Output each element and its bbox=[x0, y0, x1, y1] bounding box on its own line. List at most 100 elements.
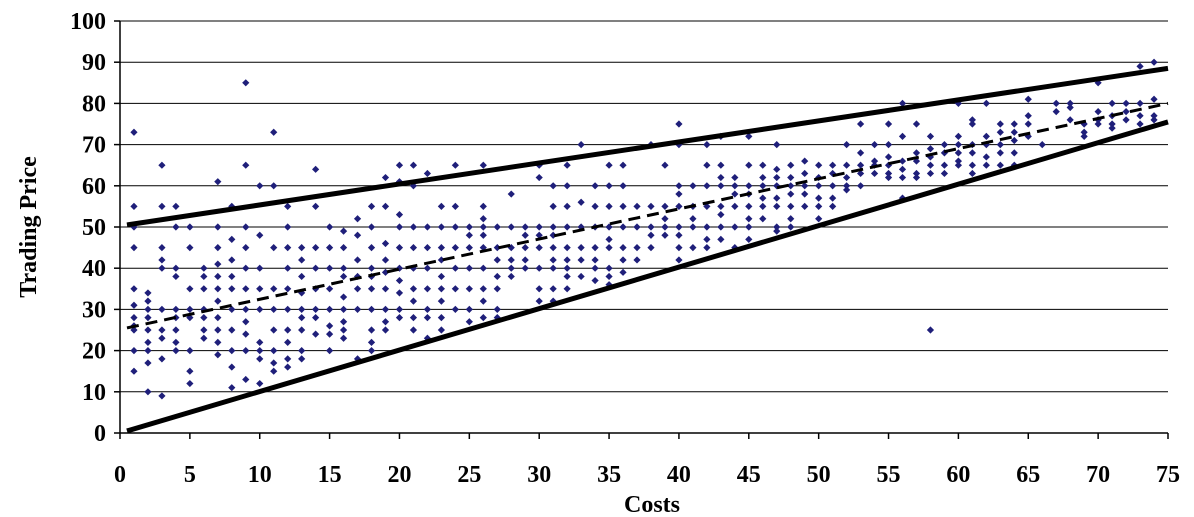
data-point bbox=[437, 256, 445, 264]
data-point bbox=[395, 161, 404, 169]
data-point bbox=[563, 161, 571, 169]
data-point bbox=[158, 202, 166, 210]
data-point bbox=[214, 223, 222, 231]
y-tick-label: 60 bbox=[82, 174, 106, 200]
data-point bbox=[214, 326, 222, 334]
y-tick-label: 90 bbox=[82, 50, 106, 76]
data-point bbox=[144, 297, 152, 305]
data-point bbox=[1024, 112, 1032, 120]
data-point bbox=[353, 231, 362, 239]
data-point bbox=[689, 182, 697, 190]
data-point bbox=[242, 264, 250, 272]
data-point bbox=[395, 223, 404, 231]
data-point bbox=[647, 231, 655, 239]
data-point bbox=[130, 367, 138, 375]
data-point bbox=[801, 169, 809, 178]
data-point bbox=[1122, 99, 1130, 107]
data-point bbox=[186, 223, 194, 231]
data-point bbox=[731, 202, 739, 210]
data-point bbox=[605, 235, 613, 243]
data-point bbox=[326, 223, 334, 231]
data-point bbox=[717, 182, 725, 190]
data-point bbox=[339, 227, 348, 235]
data-point bbox=[912, 169, 921, 178]
data-point bbox=[1136, 112, 1144, 120]
y-tick-label: 70 bbox=[82, 133, 106, 159]
data-point bbox=[242, 244, 250, 252]
data-point bbox=[172, 347, 180, 355]
data-point bbox=[703, 182, 711, 190]
data-point bbox=[367, 347, 376, 355]
data-point bbox=[284, 202, 292, 210]
data-point bbox=[1150, 112, 1158, 120]
data-point bbox=[367, 223, 376, 231]
data-point bbox=[549, 223, 557, 231]
data-point bbox=[521, 231, 529, 239]
data-point bbox=[689, 215, 697, 223]
data-point bbox=[395, 211, 404, 219]
data-point bbox=[521, 256, 529, 264]
data-point bbox=[353, 256, 362, 264]
data-point bbox=[214, 297, 222, 305]
data-point bbox=[1094, 120, 1102, 128]
data-point bbox=[381, 285, 390, 293]
data-point bbox=[773, 165, 781, 173]
data-point bbox=[339, 293, 348, 301]
data-point bbox=[591, 244, 599, 252]
data-point bbox=[423, 314, 432, 322]
data-point bbox=[228, 235, 236, 243]
bound-line bbox=[126, 119, 1169, 434]
data-point bbox=[270, 359, 278, 367]
data-point bbox=[381, 239, 390, 248]
data-point bbox=[158, 355, 166, 363]
data-point bbox=[843, 141, 851, 149]
data-point bbox=[242, 305, 250, 313]
data-point bbox=[703, 235, 711, 243]
x-tick-label: 40 bbox=[667, 462, 691, 488]
data-point bbox=[563, 182, 571, 190]
data-point bbox=[479, 314, 487, 322]
data-point bbox=[423, 223, 432, 231]
x-tick-label: 20 bbox=[387, 462, 411, 488]
data-point bbox=[130, 285, 138, 293]
data-point bbox=[242, 79, 250, 87]
data-point bbox=[954, 161, 962, 169]
bound-line bbox=[126, 65, 1169, 228]
data-point bbox=[884, 169, 893, 178]
data-point bbox=[228, 347, 236, 355]
data-point bbox=[312, 305, 320, 313]
data-point bbox=[312, 314, 320, 322]
data-point bbox=[731, 173, 739, 182]
data-point bbox=[829, 194, 837, 202]
data-point bbox=[703, 244, 711, 252]
data-point bbox=[395, 305, 404, 313]
data-point bbox=[326, 244, 334, 252]
data-point bbox=[605, 264, 613, 272]
data-point bbox=[367, 338, 376, 346]
data-point bbox=[451, 202, 459, 210]
data-point bbox=[130, 202, 138, 210]
data-point bbox=[898, 165, 907, 173]
data-point bbox=[186, 285, 194, 293]
x-tick-label: 55 bbox=[877, 462, 901, 488]
data-point bbox=[479, 264, 487, 272]
data-point bbox=[745, 182, 753, 190]
data-point bbox=[451, 305, 459, 313]
data-point bbox=[968, 161, 976, 169]
data-point bbox=[367, 326, 376, 334]
data-point bbox=[633, 244, 641, 252]
data-point bbox=[787, 173, 795, 182]
data-point bbox=[158, 392, 166, 400]
data-point bbox=[437, 326, 445, 334]
data-point bbox=[549, 244, 557, 252]
data-point bbox=[1108, 124, 1116, 132]
data-point bbox=[437, 314, 445, 322]
data-point bbox=[577, 244, 585, 252]
data-point bbox=[1080, 132, 1088, 140]
data-point bbox=[172, 338, 180, 346]
data-point bbox=[535, 285, 543, 293]
data-point bbox=[912, 173, 921, 182]
data-point bbox=[284, 363, 292, 371]
data-point bbox=[968, 149, 976, 157]
data-point bbox=[326, 347, 334, 355]
